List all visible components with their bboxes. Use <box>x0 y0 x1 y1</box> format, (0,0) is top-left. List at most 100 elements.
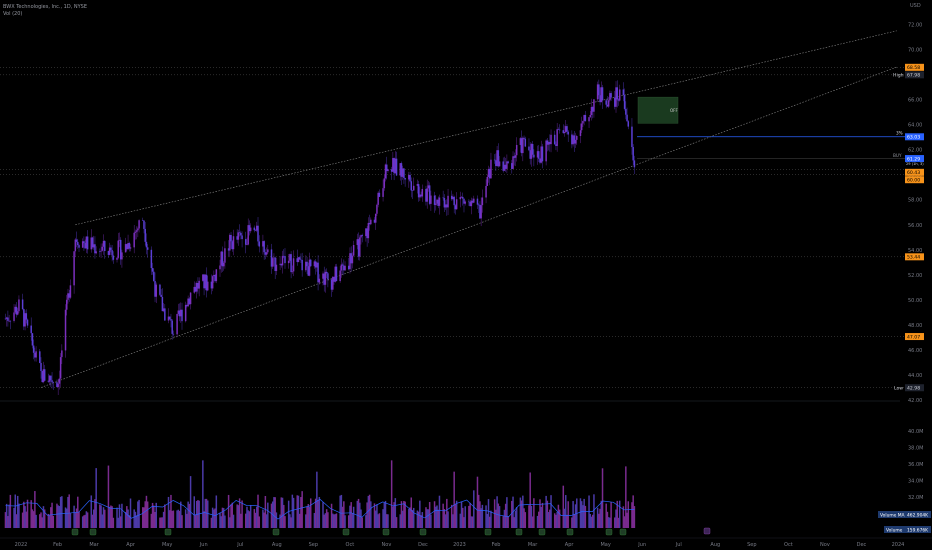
candle-body <box>427 185 430 189</box>
candle-body <box>495 160 497 167</box>
volume-bar <box>453 471 455 528</box>
volume-bar <box>323 514 325 528</box>
volume-bar <box>481 504 484 528</box>
candle-body <box>52 382 55 383</box>
time-tick-label: Dec <box>418 542 428 548</box>
volume-bar <box>129 498 132 528</box>
candle-body <box>94 244 96 254</box>
volume-bar <box>296 495 298 528</box>
volume-bar <box>94 499 96 528</box>
candle-body <box>280 263 283 266</box>
candle-body <box>567 131 569 135</box>
candle-body <box>111 250 113 256</box>
volume-bar <box>264 496 267 528</box>
candle-body <box>470 200 473 207</box>
candle-body <box>359 237 361 257</box>
price-tick-label: 44.00 <box>908 373 922 379</box>
candle-body <box>519 138 522 145</box>
dividend-marker-icon <box>538 528 546 536</box>
volume-bar <box>367 495 370 528</box>
volume-bar <box>164 504 166 528</box>
volume-bar <box>519 497 522 528</box>
candle-body <box>498 161 501 167</box>
candle-body <box>119 239 122 260</box>
volume-bar <box>351 513 354 528</box>
volume-bar <box>436 505 438 528</box>
candle-body <box>583 115 585 121</box>
volume-bar <box>59 496 62 528</box>
volume-bar <box>344 515 346 528</box>
volume-bar <box>599 508 601 528</box>
volume-bar <box>24 506 26 528</box>
candle-body <box>340 264 343 271</box>
dividend-marker-icon <box>342 528 350 536</box>
volume-bar <box>104 509 106 528</box>
candle-body <box>356 239 359 246</box>
volume-bar <box>237 505 240 528</box>
candle-body <box>41 371 43 383</box>
volume-bar <box>408 509 410 528</box>
candle-body <box>477 204 480 206</box>
candle-body <box>57 383 59 388</box>
volume-bar <box>541 502 544 528</box>
volume-bar <box>539 499 541 528</box>
candle-body <box>374 213 377 223</box>
volume-bar <box>480 508 482 528</box>
volume-bar <box>479 501 481 528</box>
volume-bar <box>245 513 247 528</box>
candle-body <box>159 284 161 295</box>
candle-body <box>610 93 612 98</box>
candle-body <box>150 249 153 269</box>
candle-body <box>172 333 175 335</box>
volume-bar <box>168 510 171 528</box>
candle-body <box>599 95 601 103</box>
volume-bar <box>477 494 480 528</box>
volume-bar <box>247 510 249 528</box>
candle-body <box>334 266 337 282</box>
candle-body <box>144 228 146 242</box>
volume-bar <box>394 498 397 528</box>
candle-body <box>574 139 577 144</box>
candle-body <box>77 241 79 246</box>
volume-bar <box>522 495 524 528</box>
volume-bar <box>180 501 182 528</box>
volume-bar <box>529 472 531 528</box>
volume-bar <box>498 506 501 528</box>
candle-body <box>264 252 267 255</box>
candle-body <box>83 241 85 244</box>
volume-bar <box>240 513 242 528</box>
volume-bar <box>284 516 286 528</box>
candle-body <box>383 178 386 189</box>
time-tick-label: Sep <box>747 542 756 548</box>
volume-bar <box>609 517 611 528</box>
time-tick-label: 2024 <box>892 542 905 548</box>
candle-body <box>591 107 594 112</box>
volume-bar <box>306 506 308 528</box>
volume-bar <box>387 514 389 528</box>
candle-body <box>245 239 247 245</box>
candle-body <box>382 188 384 197</box>
candle-body <box>533 154 535 158</box>
volume-bar <box>395 517 398 528</box>
candle-body <box>370 219 372 225</box>
volume-bar <box>219 512 221 528</box>
candle-body <box>254 230 257 231</box>
tag-target-bg <box>905 133 924 141</box>
candle-body <box>504 164 507 169</box>
candle-body <box>394 158 397 174</box>
target-pct-label: 3% <box>896 130 903 135</box>
candle-body <box>56 382 58 388</box>
candle-body <box>100 250 102 252</box>
candle-body <box>206 281 209 291</box>
volume-bar <box>297 495 300 528</box>
time-tick-label: May <box>600 542 610 548</box>
candle-body <box>289 254 291 261</box>
candle-body <box>417 184 420 198</box>
candle-body <box>154 281 156 297</box>
volume-bar <box>34 491 36 528</box>
candle-body <box>455 199 458 210</box>
candle-body <box>229 234 231 251</box>
volume-bar <box>75 508 78 528</box>
candle-body <box>443 197 446 208</box>
